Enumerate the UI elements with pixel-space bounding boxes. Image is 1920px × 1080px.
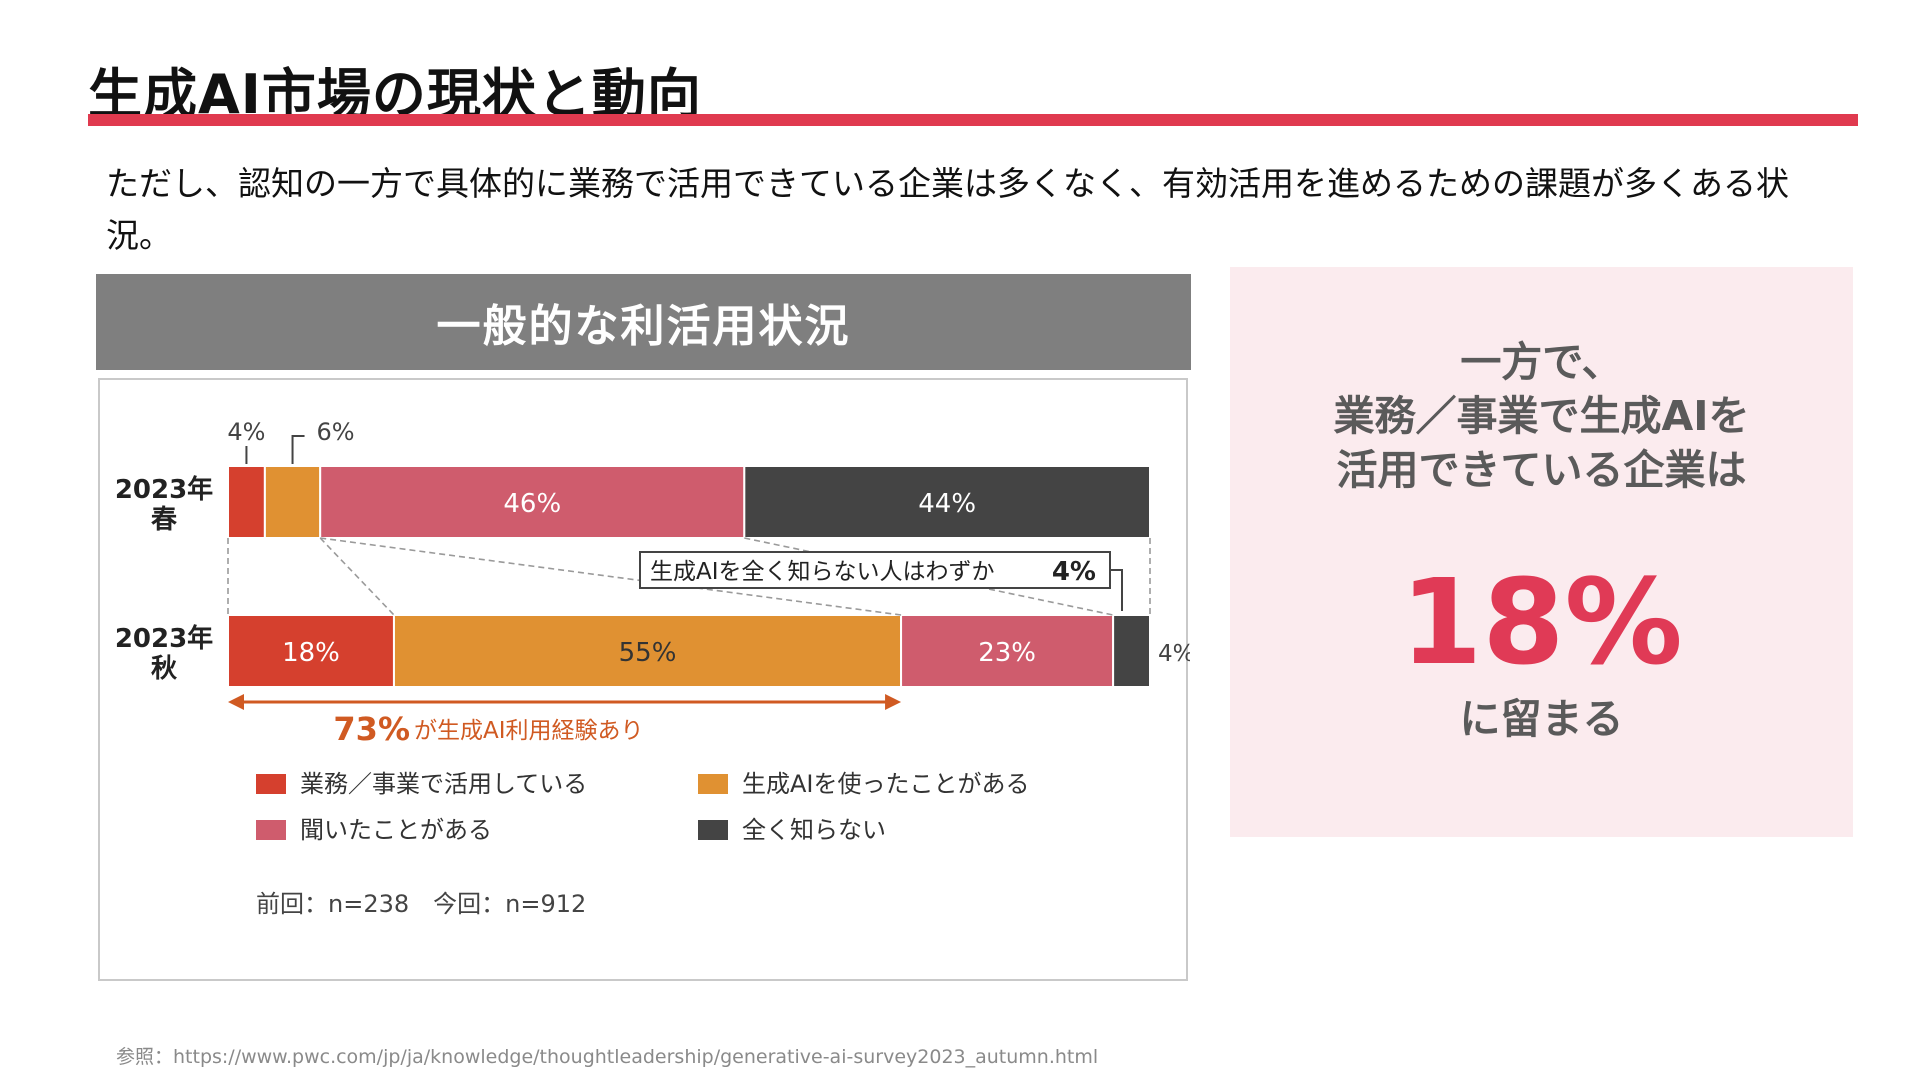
- usage-chart: 2023年春2023年秋4%6%46%44%18%55%23%4%生成AIを全く…: [98, 378, 1190, 981]
- legend-swatch: [698, 774, 728, 794]
- data-label: 23%: [978, 638, 1036, 668]
- legend-label: 業務／事業で活用している: [300, 770, 587, 798]
- bar-segment: [263, 465, 322, 539]
- bar-segment: [227, 465, 266, 539]
- callout-text: 生成AIを全く知らない人はわずか: [650, 559, 995, 585]
- data-label: 46%: [503, 489, 561, 519]
- data-label: 4%: [1158, 641, 1190, 667]
- data-label: 4%: [227, 418, 265, 446]
- sample-note: 前回：n=238 今回：n=912: [256, 890, 586, 918]
- callout-leader: [1110, 569, 1123, 611]
- highlight-line-2: 業務／事業で生成AIを: [1333, 392, 1750, 440]
- source-link[interactable]: 参照：https://www.pwc.com/jp/ja/knowledge/t…: [116, 1046, 1099, 1068]
- highlight-tail: に留まる: [1459, 695, 1624, 743]
- arrow-text: が生成AI利用経験あり: [414, 718, 644, 744]
- highlight-value: 18%: [1400, 553, 1683, 691]
- data-label: 55%: [619, 638, 677, 668]
- category-label: 春: [151, 505, 177, 535]
- bar-segment: [227, 614, 395, 688]
- bar-segment: [319, 465, 746, 539]
- range-arrow-head: [885, 694, 902, 710]
- bar-segment: [392, 614, 903, 688]
- legend-swatch: [256, 820, 286, 840]
- range-arrow-head: [228, 694, 244, 710]
- connector-line: [319, 537, 395, 616]
- panel-header: 一般的な利活用状況: [96, 274, 1191, 370]
- arrow-value: 73%: [333, 710, 410, 748]
- data-label: 18%: [282, 638, 340, 668]
- label-leader: [291, 435, 305, 464]
- data-label: 6%: [317, 418, 355, 446]
- stacked-bar-chart: 2023年春2023年秋4%6%46%44%18%55%23%4%生成AIを全く…: [115, 418, 1190, 918]
- intro-text: ただし、認知の一方で具体的に業務で活用できている企業は多くなく、有効活用を進める…: [106, 164, 1789, 255]
- callout-value: 4%: [1052, 557, 1096, 587]
- bar-segment: [743, 465, 1151, 539]
- highlight-line-1: 一方で、: [1460, 338, 1623, 386]
- highlight-line-3: 活用できている企業は: [1336, 446, 1747, 494]
- highlight-lines: 一方で、 業務／事業で生成AIを 活用できている企業は: [1230, 335, 1853, 497]
- highlight-box: 一方で、 業務／事業で生成AIを 活用できている企業は 18% に留まる: [1230, 267, 1853, 837]
- connector-line: [320, 537, 902, 616]
- legend-label: 全く知らない: [742, 816, 886, 844]
- category-label: 2023年: [115, 623, 213, 654]
- legend-swatch: [256, 774, 286, 794]
- callout-box: [639, 551, 1111, 589]
- legend-swatch: [698, 820, 728, 840]
- category-label: 2023年: [115, 474, 213, 505]
- legend-label: 生成AIを使ったことがある: [742, 770, 1030, 798]
- data-label: 44%: [918, 489, 976, 519]
- title-underline: [88, 114, 1858, 126]
- legend-label: 聞いたことがある: [300, 816, 492, 844]
- bar-segment: [1112, 614, 1151, 688]
- category-label: 秋: [151, 654, 178, 684]
- connector-line: [744, 537, 1114, 616]
- bar-segment: [900, 614, 1115, 688]
